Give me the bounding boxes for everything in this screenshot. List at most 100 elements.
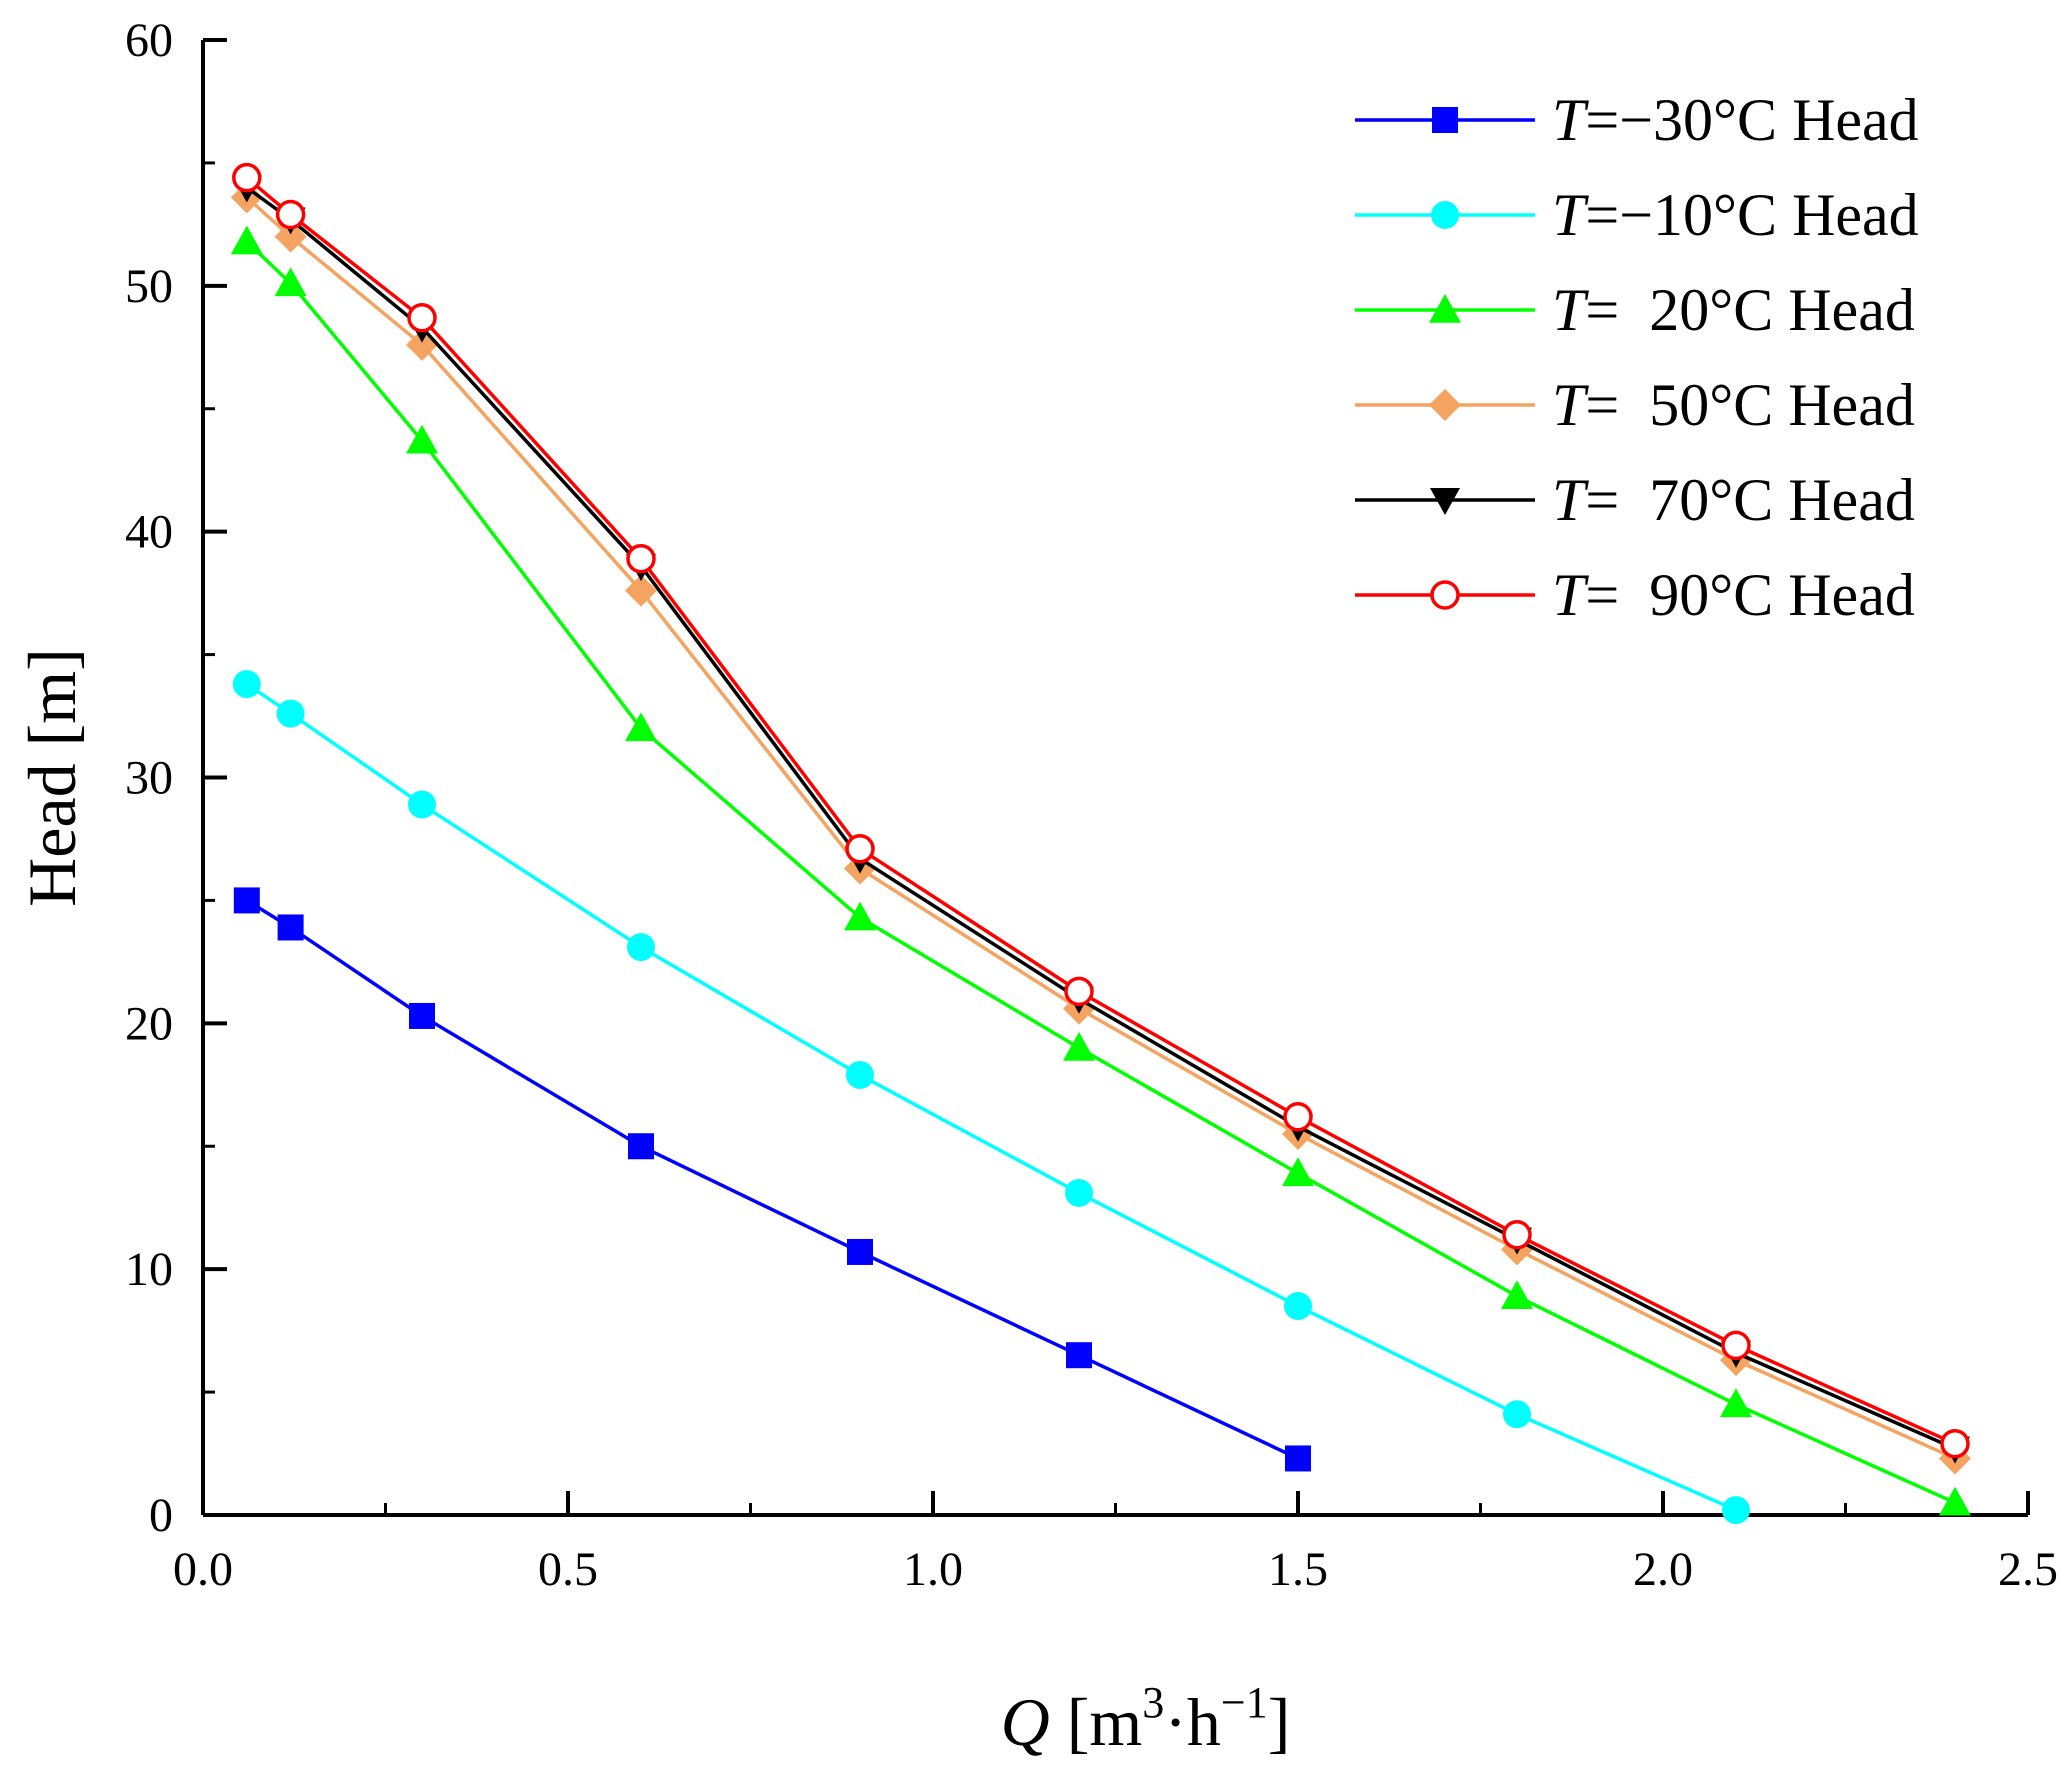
legend-marker: [1429, 294, 1461, 323]
series-group: [230, 162, 1971, 1525]
x-tick-label: 2.5: [1998, 1543, 2058, 1596]
data-point: [845, 834, 875, 864]
legend-var: T: [1552, 562, 1589, 628]
data-point: [1283, 1102, 1313, 1132]
data-point: [1285, 1445, 1311, 1472]
legend-label: T=−10°C Head: [1552, 182, 1919, 248]
data-point: [847, 1238, 873, 1265]
series-line: [245, 682, 1737, 1512]
legend-item: T= 90°C Head: [1355, 562, 1915, 628]
data-point: [1282, 1157, 1314, 1187]
data-point: [1065, 1178, 1093, 1207]
legend-label-text: = 90°C Head: [1585, 562, 1914, 628]
legend-var: T: [1552, 277, 1589, 343]
series-1: [232, 670, 1750, 1525]
data-point: [1064, 976, 1094, 1007]
data-point: [407, 303, 437, 333]
data-point: [1720, 1388, 1752, 1418]
data-point: [625, 574, 657, 607]
legend-var: T: [1552, 372, 1589, 438]
data-point: [1503, 1400, 1531, 1429]
data-point: [1066, 1342, 1092, 1369]
y-tick-label: 50: [125, 260, 173, 313]
series-5: [232, 162, 1970, 1459]
x-tick-label: 1.5: [1268, 1543, 1328, 1596]
x-axis-title-text: [m: [1050, 1684, 1143, 1760]
x-axis-title-var: Q: [1001, 1684, 1050, 1760]
x-tick-label: 1.0: [903, 1543, 963, 1596]
axes: 0.0 0.5 1.0 1.5 2.0 2.5 0 10 20 30 40 50 60 Head [m] Q…: [14, 14, 2058, 1760]
data-point: [276, 699, 305, 728]
legend-item: T= 70°C Head: [1355, 467, 1915, 533]
data-point: [232, 670, 261, 699]
series-0: [233, 887, 1311, 1472]
data-point: [409, 1002, 435, 1029]
legend-item: T= 20°C Head: [1355, 277, 1915, 343]
data-point: [1501, 1280, 1533, 1310]
data-point: [1940, 1428, 1970, 1459]
data-point: [844, 901, 876, 931]
series-line: [245, 898, 1299, 1461]
data-point: [1722, 1496, 1750, 1525]
series-4: [231, 175, 1970, 1464]
legend-label-text: = 20°C Head: [1585, 277, 1914, 343]
data-point: [625, 712, 657, 742]
y-tick-label: 0: [149, 1489, 173, 1542]
legend-label: T= 90°C Head: [1552, 562, 1915, 628]
series-line: [245, 196, 1956, 1461]
data-point: [627, 933, 655, 962]
legend-marker: [1430, 488, 1460, 515]
data-point: [1063, 1031, 1095, 1061]
series-line: [245, 240, 1956, 1505]
y-axis-title: Head [m]: [14, 648, 90, 907]
data-point: [846, 1060, 874, 1089]
legend-label-text: = 50°C Head: [1585, 372, 1914, 438]
legend-label: T=−30°C Head: [1552, 87, 1919, 153]
y-tick-label: 40: [125, 506, 173, 559]
data-point: [626, 543, 656, 574]
legend-item: T= 50°C Head: [1355, 372, 1915, 438]
x-axis-title: Q [m3·h−1]: [1001, 1678, 1291, 1760]
data-point: [274, 267, 307, 297]
legend-marker: [1431, 201, 1459, 229]
data-point: [275, 199, 306, 230]
legend-var: T: [1552, 467, 1589, 533]
data-point: [1284, 1292, 1312, 1321]
x-axis-title-sup2: −1: [1221, 1678, 1268, 1727]
x-tick-label: 2.0: [1633, 1543, 1693, 1596]
data-point: [628, 1133, 654, 1160]
legend-label-text: = 70°C Head: [1585, 467, 1914, 533]
data-point: [406, 424, 438, 454]
data-point: [1502, 1220, 1532, 1250]
data-point: [1939, 1486, 1971, 1516]
series-line: [245, 186, 1956, 1451]
series-line: [245, 176, 1956, 1446]
data-point: [277, 914, 304, 941]
legend-label: T= 50°C Head: [1552, 372, 1915, 438]
data-point: [230, 225, 263, 255]
legend-item: T=−10°C Head: [1355, 182, 1919, 248]
legend-label-text: =−10°C Head: [1585, 182, 1918, 248]
x-axis-title-end: ]: [1268, 1684, 1291, 1760]
legend-var: T: [1552, 87, 1589, 153]
x-tick-label: 0.0: [173, 1543, 233, 1596]
x-tick-label: 0.5: [538, 1543, 598, 1596]
legend-marker: [1430, 580, 1460, 610]
y-tick-label: 30: [125, 752, 173, 805]
y-tick-label: 10: [125, 1243, 173, 1296]
data-point: [408, 790, 436, 819]
legend-label-text: =−30°C Head: [1585, 87, 1918, 153]
series-2: [230, 225, 1971, 1516]
legend-label: T= 20°C Head: [1552, 277, 1915, 343]
x-axis-title-mid: ·h: [1164, 1684, 1221, 1760]
legend-marker: [1432, 107, 1458, 133]
legend-marker: [1429, 389, 1461, 421]
data-point: [274, 220, 307, 253]
x-axis-title-sup1: 3: [1142, 1678, 1164, 1727]
legend-item: T=−30°C Head: [1355, 87, 1919, 153]
data-point: [233, 887, 260, 914]
data-point: [232, 162, 262, 193]
